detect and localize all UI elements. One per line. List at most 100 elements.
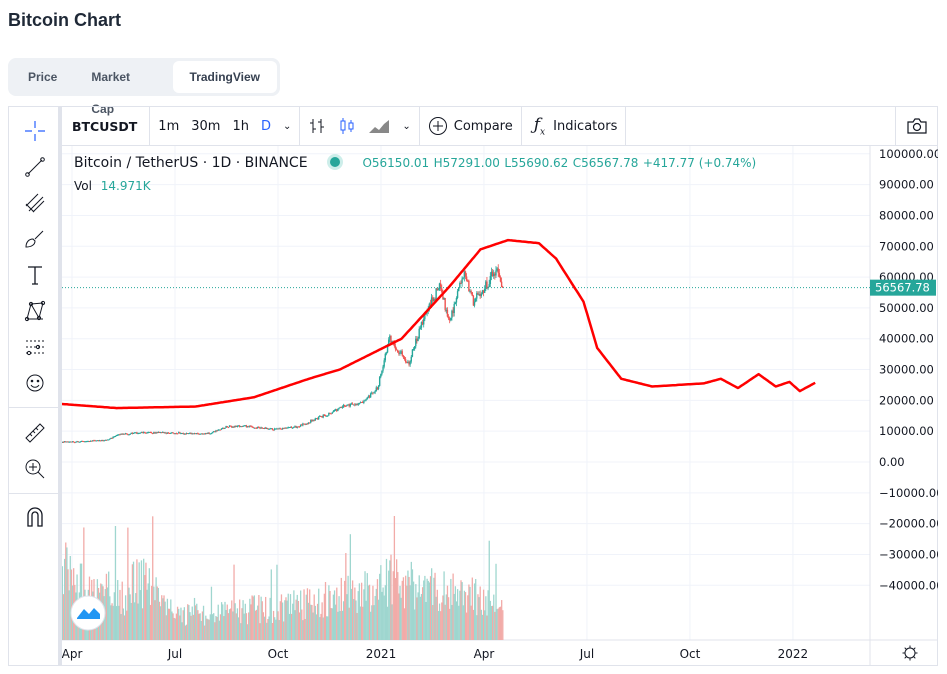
price-chart[interactable]: 110000.00100000.0090000.0080000.0070000.…	[62, 146, 938, 665]
volume-bar	[134, 602, 136, 640]
zoom-in-icon[interactable]	[21, 455, 49, 483]
candle	[129, 433, 131, 435]
volume-bar	[386, 606, 389, 640]
y-tick-label: 50000.00	[879, 301, 934, 315]
tradingview-widget: BTCUSDT 1m 30m 1h D ⌄ ⌄ Compare ƒx Indic…	[8, 106, 938, 666]
y-tick-label: 30000.00	[879, 363, 934, 377]
volume-bar	[471, 577, 473, 640]
volume-bar	[409, 585, 411, 640]
volume-bar	[275, 619, 277, 640]
candles-icon[interactable]	[338, 117, 356, 135]
candle	[419, 327, 422, 329]
candle	[203, 433, 206, 435]
brush-icon[interactable]	[21, 225, 49, 253]
volume-bar	[262, 612, 265, 640]
candle	[376, 387, 379, 390]
volume-bar	[295, 599, 297, 640]
interval-30m[interactable]: 30m	[191, 118, 221, 134]
volume-bar	[310, 604, 312, 640]
volume-bar	[197, 610, 199, 640]
volume-bar	[307, 602, 310, 640]
candle	[384, 353, 387, 361]
candle	[164, 432, 166, 434]
candle	[111, 437, 113, 439]
candle	[215, 430, 217, 432]
volume-bar	[388, 570, 390, 640]
settings-gear-icon[interactable]	[902, 645, 918, 661]
gear-tooth	[913, 647, 916, 650]
chevron-down-icon[interactable]: ⌄	[402, 120, 411, 132]
volume-bar	[488, 540, 490, 640]
tab-tradingview[interactable]: TradingView	[172, 61, 277, 93]
forecast-tool-icon[interactable]	[21, 333, 49, 361]
chart-tabs: Price Market Cap TradingView	[8, 58, 280, 116]
volume-bar	[271, 622, 274, 640]
candle	[397, 349, 399, 353]
candle	[463, 271, 466, 278]
volume-bar	[231, 600, 233, 640]
candle	[451, 310, 453, 318]
tab-market-cap[interactable]: Market Cap	[91, 70, 131, 116]
indicators-button[interactable]: ƒx Indicators	[522, 106, 627, 146]
volume-bar	[128, 587, 130, 640]
volume-bar	[119, 589, 121, 640]
ruler-icon[interactable]	[21, 419, 49, 447]
volume-bar	[354, 587, 356, 640]
compare-label: Compare	[453, 118, 513, 134]
pitchfork-icon[interactable]	[21, 189, 49, 217]
area-icon[interactable]	[368, 117, 390, 135]
candle	[212, 431, 215, 433]
compare-button[interactable]: Compare	[420, 106, 522, 146]
candle	[253, 427, 256, 429]
candle	[90, 440, 93, 442]
text-icon[interactable]	[21, 261, 49, 289]
trend-line-icon[interactable]	[21, 153, 49, 181]
pattern-icon[interactable]	[21, 297, 49, 325]
crosshair-icon[interactable]	[21, 117, 49, 145]
volume-bar	[376, 579, 379, 640]
volume-bar	[113, 592, 115, 640]
candle	[494, 273, 496, 276]
volume-bar	[184, 625, 187, 640]
candle	[137, 433, 139, 435]
volume-bar	[173, 617, 175, 640]
volume-bar	[167, 608, 170, 640]
volume-bar	[436, 589, 438, 640]
volume-bar	[411, 569, 414, 640]
candle	[275, 428, 277, 430]
x-tick-label: 2022	[778, 647, 809, 661]
interval-1h[interactable]: 1h	[232, 118, 249, 134]
candle	[415, 338, 417, 347]
candle	[287, 427, 289, 429]
volume-bar	[228, 609, 231, 640]
candle	[292, 427, 294, 429]
candle	[312, 420, 314, 422]
symbol-search[interactable]: BTCUSDT	[62, 106, 151, 146]
bars-icon[interactable]	[308, 117, 326, 135]
candle	[151, 433, 154, 435]
tab-price[interactable]: Price	[28, 70, 58, 84]
tradingview-logo[interactable]	[70, 595, 106, 631]
candle	[156, 432, 158, 434]
volume-bar	[158, 601, 161, 640]
chevron-down-icon[interactable]: ⌄	[282, 120, 292, 132]
candle	[243, 425, 245, 427]
candle	[193, 433, 196, 435]
candle	[165, 432, 167, 434]
volume-bar	[362, 606, 364, 640]
interval-d[interactable]: D	[260, 118, 271, 134]
volume-bar	[315, 614, 318, 640]
screenshot-button[interactable]	[895, 106, 938, 146]
emoji-icon[interactable]	[21, 369, 49, 397]
volume-bar	[219, 614, 222, 640]
volume-bar	[313, 594, 315, 640]
candle	[478, 294, 480, 296]
candle	[267, 428, 269, 430]
interval-1m[interactable]: 1m	[158, 118, 180, 134]
candle	[281, 428, 284, 430]
candle	[249, 425, 251, 427]
candle	[408, 361, 410, 365]
candle	[409, 361, 411, 365]
magnet-icon[interactable]	[21, 503, 49, 531]
volume-bar	[351, 580, 354, 640]
